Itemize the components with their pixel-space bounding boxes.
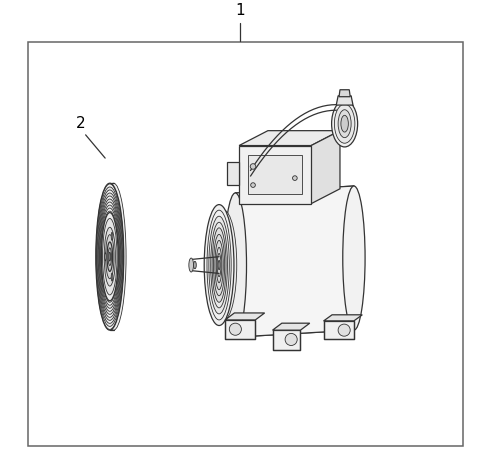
Ellipse shape <box>97 190 122 323</box>
Ellipse shape <box>98 196 121 317</box>
Polygon shape <box>324 321 354 339</box>
Ellipse shape <box>250 164 256 169</box>
Ellipse shape <box>218 260 220 270</box>
Ellipse shape <box>251 183 255 187</box>
Ellipse shape <box>111 273 113 281</box>
Ellipse shape <box>343 186 365 330</box>
Ellipse shape <box>96 187 123 326</box>
Ellipse shape <box>285 333 297 345</box>
Ellipse shape <box>338 324 350 336</box>
Ellipse shape <box>111 232 113 240</box>
Ellipse shape <box>341 115 348 132</box>
Polygon shape <box>336 96 353 105</box>
Ellipse shape <box>101 213 118 301</box>
Ellipse shape <box>101 208 119 305</box>
Ellipse shape <box>99 199 121 314</box>
Polygon shape <box>225 320 255 339</box>
Ellipse shape <box>211 210 237 320</box>
Polygon shape <box>235 186 354 337</box>
Polygon shape <box>225 313 264 320</box>
Ellipse shape <box>109 252 110 261</box>
Polygon shape <box>228 162 239 185</box>
Ellipse shape <box>108 248 111 266</box>
Ellipse shape <box>224 193 247 337</box>
Ellipse shape <box>101 183 126 330</box>
Polygon shape <box>324 315 362 321</box>
Ellipse shape <box>332 100 358 147</box>
Ellipse shape <box>98 193 122 320</box>
Ellipse shape <box>103 219 117 295</box>
Ellipse shape <box>229 323 241 335</box>
Text: 2: 2 <box>76 116 86 131</box>
Ellipse shape <box>193 261 196 269</box>
Bar <box>248 155 302 194</box>
Ellipse shape <box>335 104 355 143</box>
Ellipse shape <box>212 228 226 302</box>
Polygon shape <box>311 131 340 204</box>
Polygon shape <box>339 90 350 97</box>
Polygon shape <box>273 323 310 330</box>
Ellipse shape <box>104 227 115 286</box>
Ellipse shape <box>107 242 113 272</box>
Ellipse shape <box>96 184 124 329</box>
Ellipse shape <box>100 205 120 308</box>
Ellipse shape <box>338 110 351 138</box>
Bar <box>239 146 311 204</box>
Ellipse shape <box>99 202 120 311</box>
Ellipse shape <box>106 235 114 279</box>
Polygon shape <box>273 330 300 350</box>
Ellipse shape <box>217 253 221 277</box>
Text: 1: 1 <box>235 3 245 18</box>
Bar <box>28 42 463 446</box>
Ellipse shape <box>105 252 106 261</box>
Ellipse shape <box>101 211 119 302</box>
Ellipse shape <box>204 205 234 326</box>
Ellipse shape <box>209 216 229 314</box>
Polygon shape <box>239 131 340 146</box>
Ellipse shape <box>189 258 193 272</box>
Ellipse shape <box>292 176 297 180</box>
Ellipse shape <box>215 240 223 290</box>
